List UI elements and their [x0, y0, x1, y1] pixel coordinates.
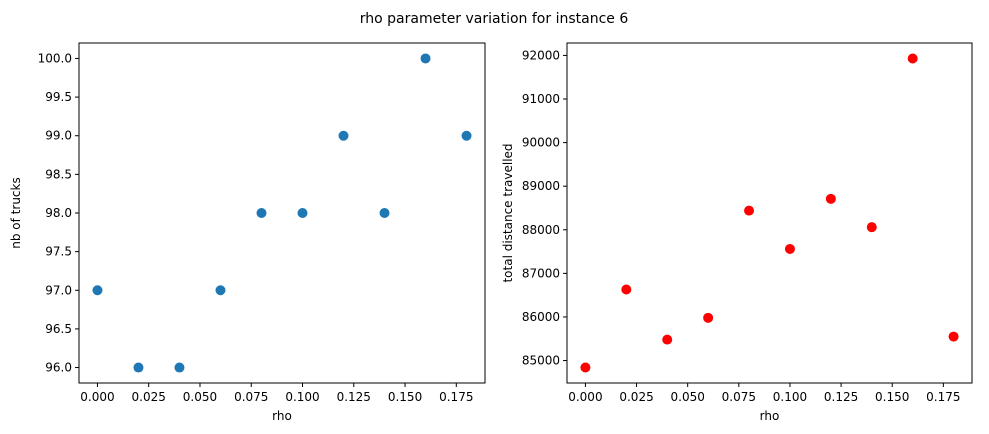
left-data-point [379, 208, 390, 218]
right-data-point [703, 312, 714, 323]
left-data-point [92, 285, 103, 296]
left-y-axis-label: nb of trucks [9, 177, 23, 248]
right-y-tick-label: 92000 [522, 48, 560, 62]
right-y-tick-label: 88000 [522, 223, 560, 237]
right-data-point [744, 205, 755, 216]
left-x-tick-label: 0.000 [80, 390, 114, 404]
left-x-axis-label: rho [272, 409, 292, 423]
right-y-tick-label: 89000 [522, 179, 560, 193]
right-x-tick-label: 0.175 [926, 390, 960, 404]
left-x-tick-label: 0.100 [285, 390, 319, 404]
right-data-point [621, 284, 632, 295]
left-data-point [215, 285, 226, 296]
left-y-tick-label: 98.0 [45, 206, 72, 220]
right-x-axis-label: rho [760, 409, 780, 423]
left-data-point [338, 130, 349, 141]
right-y-tick-label: 90000 [522, 136, 560, 150]
right-x-tick-label: 0.125 [824, 390, 858, 404]
left-x-tick-label: 0.125 [337, 390, 371, 404]
right-y-axis-label: total distance travelled [501, 143, 515, 282]
right-data-point [907, 53, 918, 64]
right-y-tick-label: 85000 [522, 354, 560, 368]
right-x-tick-label: 0.150 [875, 390, 909, 404]
right-data-point [866, 222, 877, 233]
right-y-tick-label: 86000 [522, 310, 560, 324]
left-data-point [133, 362, 144, 373]
left-y-tick-label: 99.5 [45, 90, 72, 104]
left-data-point [297, 208, 308, 218]
right-y-tick-label: 91000 [522, 92, 560, 106]
right-subplot: 0.000 0.025 0.050 0.075 0.100 0.125 0.150 0.175… [501, 42, 973, 423]
right-axes-frame [566, 42, 973, 384]
left-data-point [256, 208, 267, 218]
right-data-point [784, 243, 795, 254]
left-y-tick-label: 97.5 [45, 245, 72, 259]
right-data-point [580, 362, 591, 373]
left-x-tick-label: 0.150 [388, 390, 422, 404]
left-data-point [174, 362, 185, 373]
left-x-tick-label: 0.050 [183, 390, 217, 404]
right-data-point [825, 193, 836, 204]
left-axes-frame [78, 42, 486, 384]
right-data-point [948, 331, 959, 342]
left-y-tick-label: 96.0 [45, 361, 72, 375]
figure-title: rho parameter variation for instance 6 [360, 11, 629, 27]
left-y-tick-label: 97.0 [45, 283, 72, 297]
right-y-tick-label: 87000 [522, 266, 560, 280]
left-x-tick-label: 0.175 [439, 390, 473, 404]
right-x-tick-label: 0.025 [619, 390, 653, 404]
left-y-tick-label: 96.5 [45, 322, 72, 336]
left-x-tick-label: 0.075 [234, 390, 268, 404]
right-data-point [662, 334, 673, 345]
left-x-tick-label: 0.025 [132, 390, 166, 404]
left-y-tick-label: 98.5 [45, 167, 72, 181]
right-x-tick-label: 0.050 [671, 390, 705, 404]
left-subplot: 0.000 0.025 0.050 0.075 0.100 0.125 0.150 0.175… [9, 42, 486, 423]
left-data-point [420, 53, 431, 64]
left-data-point [461, 130, 472, 141]
left-y-tick-label: 100.0 [38, 51, 72, 65]
right-x-tick-label: 0.000 [568, 390, 602, 404]
right-x-tick-label: 0.075 [722, 390, 756, 404]
left-y-tick-label: 99.0 [45, 129, 72, 143]
right-x-tick-label: 0.100 [773, 390, 807, 404]
